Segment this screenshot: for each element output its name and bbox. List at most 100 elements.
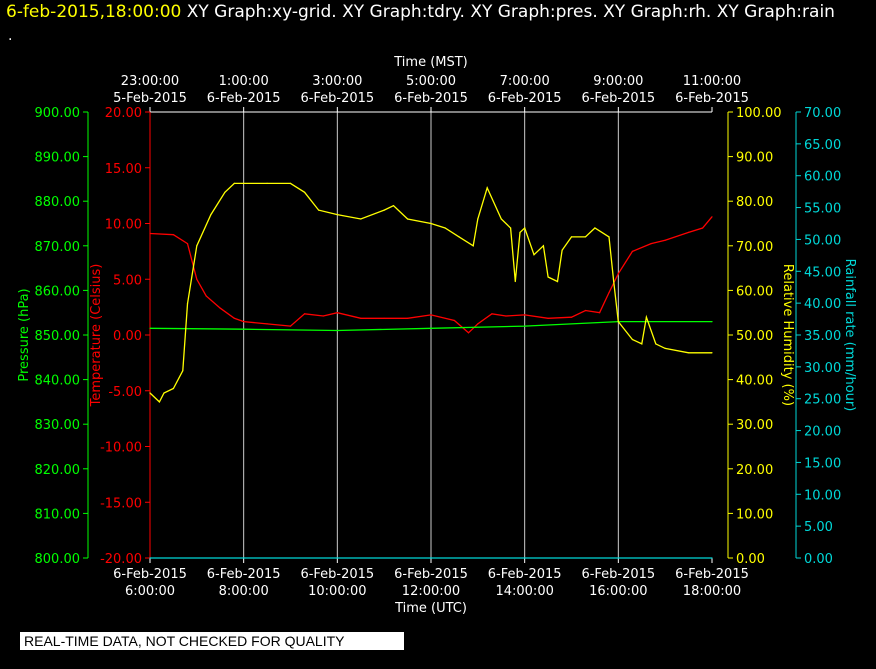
graph-list: XY Graph:xy-grid. XY Graph:tdry. XY Grap… — [186, 2, 835, 22]
point-rh — [163, 392, 165, 394]
point-rh — [318, 209, 320, 211]
x-axis-label: Time (UTC) — [394, 601, 467, 616]
point-tdry — [289, 325, 292, 327]
temperature-tick-label: 15.00 — [105, 162, 142, 177]
temperature-tick-label: 10.00 — [105, 218, 142, 233]
point-rain — [711, 557, 713, 559]
point-rh — [233, 182, 235, 184]
point-rh — [500, 218, 502, 220]
humidity-tick-label: 90.00 — [736, 151, 773, 166]
rain-tick-label: 35.00 — [804, 329, 841, 344]
point-tdry — [524, 314, 526, 316]
point-rh — [360, 218, 362, 220]
point-rh — [608, 236, 610, 238]
x-tick-label-date: 6-Feb-2015 — [488, 567, 562, 582]
point-rh — [711, 352, 713, 354]
point-rh — [430, 222, 432, 225]
point-tdry — [702, 227, 704, 229]
point-tdry — [243, 321, 245, 323]
point-rh — [477, 218, 479, 220]
point-tdry — [196, 278, 198, 280]
point-tdry — [617, 273, 619, 275]
rain-tick-label: 5.00 — [804, 520, 833, 535]
point-tdry — [584, 309, 587, 312]
point-tdry — [664, 239, 666, 241]
point-tdry — [360, 317, 362, 319]
pressure-tick-label: 860.00 — [35, 284, 81, 299]
point-tdry — [570, 316, 573, 318]
point-rh — [486, 187, 488, 189]
rain-tick-label: 0.00 — [804, 552, 833, 567]
point-rh — [392, 205, 395, 207]
grid-lines — [243, 112, 619, 558]
rain-tick-label: 10.00 — [804, 488, 841, 503]
point-rh — [266, 182, 268, 184]
pressure-tick-label: 850.00 — [35, 329, 81, 344]
point-rh — [149, 392, 151, 394]
pressure-tick-label: 870.00 — [35, 240, 81, 255]
point-rh — [243, 182, 245, 184]
point-rh — [224, 191, 226, 193]
pressure-tick-label: 890.00 — [35, 151, 81, 166]
point-rh — [519, 231, 521, 233]
point-pres — [243, 328, 245, 330]
point-rh — [514, 280, 516, 283]
point-rh — [664, 347, 666, 349]
point-rh — [645, 316, 648, 318]
rain-tick-label: 55.00 — [804, 202, 841, 217]
point-rh — [383, 209, 385, 211]
rain-tick-label: 50.00 — [804, 233, 841, 248]
rain-tick-label: 30.00 — [804, 361, 841, 376]
humidity-tick-label: 100.00 — [736, 106, 782, 121]
point-rh — [172, 387, 174, 390]
point-tdry — [599, 312, 601, 314]
temperature-tick-label: 20.00 — [105, 106, 142, 121]
point-pres — [430, 327, 432, 329]
top-tick-label-date: 6-Feb-2015 — [394, 91, 468, 106]
rain-tick-label: 65.00 — [804, 138, 841, 153]
window-title: 6-feb-2015,18:00:00 XY Graph:xy-grid. XY… — [6, 2, 835, 22]
point-tdry — [711, 216, 713, 218]
point-rh — [210, 214, 212, 216]
point-rh — [613, 280, 615, 283]
point-tdry — [383, 317, 385, 319]
rain-axis-label: Rainfall rate (mm/hour) — [842, 259, 857, 412]
point-tdry — [172, 234, 174, 236]
pressure-tick-label: 820.00 — [35, 463, 81, 478]
point-rh — [524, 227, 526, 229]
point-rh — [196, 245, 198, 247]
humidity-tick-label: 10.00 — [736, 507, 773, 522]
top-tick-label-date: 6-Feb-2015 — [675, 91, 749, 106]
pressure-tick-label: 880.00 — [35, 195, 81, 210]
title-dot: . — [8, 28, 13, 44]
point-tdry — [505, 315, 507, 317]
temperature-tick-label: -10.00 — [100, 441, 142, 456]
point-rh — [533, 254, 535, 256]
point-rh — [561, 249, 563, 251]
top-tick-label-date: 6-Feb-2015 — [300, 91, 374, 106]
rain-tick-label: 40.00 — [804, 297, 841, 312]
humidity-axis-label: Relative Humidity (%) — [780, 264, 795, 406]
axes: 6-Feb-2015 6:00:00 23:00:00 5-Feb-2015 6-Feb… — [17, 55, 857, 616]
point-tdry — [477, 323, 479, 325]
rain-tick-label: 70.00 — [804, 106, 841, 121]
pressure-axis-label: Pressure (hPa) — [17, 288, 32, 381]
humidity-tick-label: 20.00 — [736, 463, 773, 478]
pressure-tick-label: 810.00 — [35, 507, 81, 522]
point-tdry — [688, 231, 690, 233]
point-rh — [594, 227, 596, 229]
point-rh — [472, 245, 474, 247]
x-tick-label-time: 8:00:00 — [219, 584, 269, 599]
humidity-tick-label: 60.00 — [736, 284, 773, 299]
point-rh — [584, 236, 587, 238]
x-tick-label-time: 10:00:00 — [308, 584, 366, 599]
point-tdry — [430, 314, 432, 316]
pressure-tick-label: 830.00 — [35, 418, 81, 433]
point-tdry — [491, 313, 493, 315]
top-tick-label-date: 6-Feb-2015 — [581, 91, 655, 106]
rain-tick-label: 60.00 — [804, 170, 841, 185]
point-rh — [158, 401, 160, 403]
point-pres — [524, 325, 526, 327]
point-tdry — [608, 292, 610, 294]
point-tdry — [266, 323, 268, 325]
